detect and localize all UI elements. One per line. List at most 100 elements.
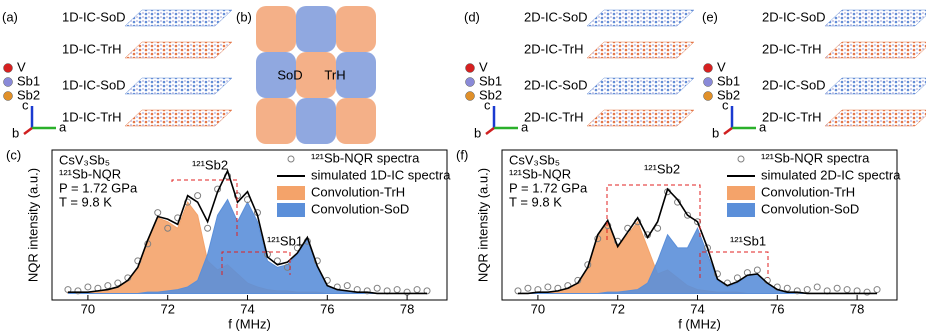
domain (256, 52, 296, 98)
axis-label: a (759, 119, 767, 134)
annotation: ¹²¹Sb1 (267, 233, 303, 248)
atom-legend-label: V (717, 59, 726, 74)
slab (124, 41, 233, 59)
atom-legend-marker (703, 77, 713, 87)
slab (824, 9, 926, 27)
atom-legend-marker (3, 63, 13, 73)
annotation: ¹²¹Sb2 (192, 157, 228, 172)
data-point (74, 287, 82, 295)
info-text: P = 1.72 GPa (509, 180, 588, 195)
legend-marker (737, 155, 745, 163)
data-point (873, 286, 881, 294)
data-point (393, 286, 401, 294)
data-point (234, 192, 242, 200)
atom-legend-marker (3, 91, 13, 101)
legend-label: Convolution-SoD (311, 201, 409, 216)
x-tick-label: 70 (531, 301, 545, 316)
layer-label: 1D-IC-SoD (62, 77, 126, 92)
axis-label: b (474, 125, 481, 140)
domain (336, 6, 376, 52)
info-text: CsV₃Sb₅ (59, 152, 110, 167)
data-point (813, 283, 821, 291)
data-point (783, 284, 791, 292)
legend-marker (277, 203, 305, 217)
domain (256, 6, 296, 52)
data-point (544, 283, 552, 291)
atom-legend-marker (465, 77, 475, 87)
atom-legend-marker (465, 91, 475, 101)
legend-label: simulated 2D-IC spectra (761, 167, 901, 182)
axis-label: c (22, 97, 29, 112)
data-point (654, 224, 662, 232)
domain-label: SoD (277, 67, 302, 82)
axis-label: b (12, 125, 19, 140)
axis-label: c (722, 97, 729, 112)
atom-legend-marker (703, 63, 713, 73)
atom-legend-marker (465, 63, 475, 73)
legend-label: Convolution-TrH (761, 184, 855, 199)
domain (336, 98, 376, 144)
annotation-bracket (221, 251, 291, 275)
data-point (343, 282, 351, 290)
layer-label: 2D-IC-TrH (762, 109, 821, 124)
x-tick-label: 78 (850, 301, 864, 316)
axis-label: b (712, 125, 719, 140)
plot-frame (501, 149, 898, 301)
annotation-bracket (171, 179, 238, 238)
y-axis-label: NQR intensity (a.u.) (475, 168, 490, 282)
x-tick-label: 74 (690, 301, 704, 316)
data-point (803, 286, 811, 294)
layer-label: 1D-IC-TrH (62, 109, 121, 124)
data-point (363, 287, 371, 295)
panel-label: (f) (456, 147, 468, 162)
info-text: P = 1.72 GPa (59, 180, 138, 195)
legend-label: ¹²¹Sb-NQR spectra (311, 150, 420, 165)
atom-legend-label: Sb1 (479, 73, 502, 88)
data-point (793, 287, 801, 295)
data-point (684, 211, 692, 219)
domain (256, 98, 296, 144)
slab (824, 77, 926, 95)
axis-b (723, 127, 733, 135)
panel-label: (b) (236, 9, 252, 24)
x-tick-label: 72 (160, 301, 174, 316)
info-text: T = 9.8 K (509, 194, 562, 209)
axis-b (485, 127, 495, 135)
legend-marker (727, 203, 755, 217)
line (517, 187, 878, 295)
data-point (524, 284, 532, 292)
atom-legend-label: Sb2 (479, 87, 502, 102)
slab (586, 109, 695, 127)
data-point (164, 224, 172, 232)
atom-legend-label: V (17, 59, 26, 74)
annotation: ¹²¹Sb1 (730, 233, 766, 248)
area (517, 227, 878, 294)
domain (296, 98, 336, 144)
layer-label: 2D-IC-TrH (524, 41, 583, 56)
layer-label: 2D-IC-SoD (524, 9, 588, 24)
atom-legend-label: Sb2 (717, 87, 740, 102)
x-axis-label: f (MHz) (678, 316, 721, 331)
info-text: CsV₃Sb₅ (509, 152, 560, 167)
atom-legend-label: Sb2 (17, 87, 40, 102)
legend-label: simulated 1D-IC spectra (311, 167, 451, 182)
slab (824, 109, 926, 127)
atom-legend-label: V (479, 59, 488, 74)
axis-label: c (484, 97, 491, 112)
legend-label: ¹²¹Sb-NQR spectra (761, 150, 870, 165)
legend-label: Convolution-SoD (761, 201, 859, 216)
data-point (373, 284, 381, 292)
layer-label: 2D-IC-TrH (762, 41, 821, 56)
data-point (84, 283, 92, 291)
legend-label: Convolution-TrH (311, 184, 405, 199)
panel-label: (e) (702, 9, 718, 24)
data-point (204, 224, 212, 232)
axis-label: a (521, 119, 529, 134)
atom-legend-marker (3, 77, 13, 87)
info-text: T = 9.8 K (59, 194, 112, 209)
layer-label: 1D-IC-SoD (62, 9, 126, 24)
atom-legend-marker (703, 91, 713, 101)
x-tick-label: 78 (400, 301, 414, 316)
slab (824, 41, 926, 59)
data-point (753, 266, 761, 274)
